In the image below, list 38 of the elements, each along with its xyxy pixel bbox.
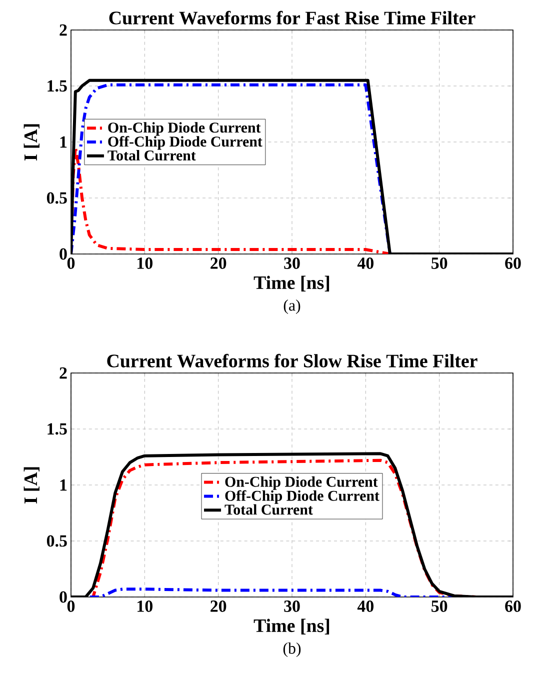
x-tick-label: 50 — [432, 258, 448, 269]
y-axis-title: I [A] — [24, 124, 40, 161]
y-tick-label: 0 — [60, 248, 67, 260]
x-tick-label: 0 — [67, 600, 75, 612]
y-tick-label: 2 — [60, 367, 67, 379]
chart-title: Current Waveforms for Fast Rise Time Filter — [109, 10, 476, 24]
y-axis-title: I [A] — [24, 467, 40, 504]
y-tick-label: 1 — [60, 479, 67, 491]
x-tick-label: 60 — [505, 600, 521, 612]
x-tick-label: 30 — [284, 600, 300, 612]
legend-label: Off-Chip Diode Current — [225, 490, 380, 504]
x-tick-label: 0 — [67, 258, 75, 269]
y-tick-label: 0.5 — [46, 192, 67, 204]
text: (a) — [284, 300, 300, 314]
y-tick-label: 2 — [60, 24, 67, 36]
x-tick-label: 30 — [284, 258, 300, 269]
x-tick-label: 50 — [432, 600, 448, 612]
text: (b) — [283, 642, 301, 657]
y-tick-label: 1 — [60, 136, 67, 148]
legend-label: Total Current — [108, 150, 196, 161]
x-tick-label: 10 — [138, 258, 152, 269]
legend-label: On-Chip Diode Current — [225, 476, 378, 490]
x-axis-title: Time [ns] — [254, 618, 330, 634]
legend-label: Off-Chip Diode Current — [108, 136, 262, 150]
legend-label: Total Current — [224, 504, 313, 515]
x-tick-label: 40 — [357, 258, 374, 269]
y-tick-label: 1.5 — [48, 423, 67, 435]
y-tick-label: 0.5 — [46, 535, 67, 547]
y-tick-label: 1.5 — [48, 80, 67, 92]
chart-title: Current Waveforms for Slow Rise Time Filter — [107, 354, 478, 368]
x-tick-label: 60 — [505, 258, 521, 269]
legend-label: On-Chip Diode Current — [108, 122, 261, 136]
x-tick-label: 10 — [138, 600, 152, 612]
x-axis-title: Time [ns] — [254, 276, 330, 292]
x-tick-label: 40 — [357, 600, 374, 612]
y-tick-label: 0 — [60, 591, 67, 603]
x-tick-label: 20 — [210, 600, 226, 612]
x-tick-label: 20 — [210, 258, 226, 269]
